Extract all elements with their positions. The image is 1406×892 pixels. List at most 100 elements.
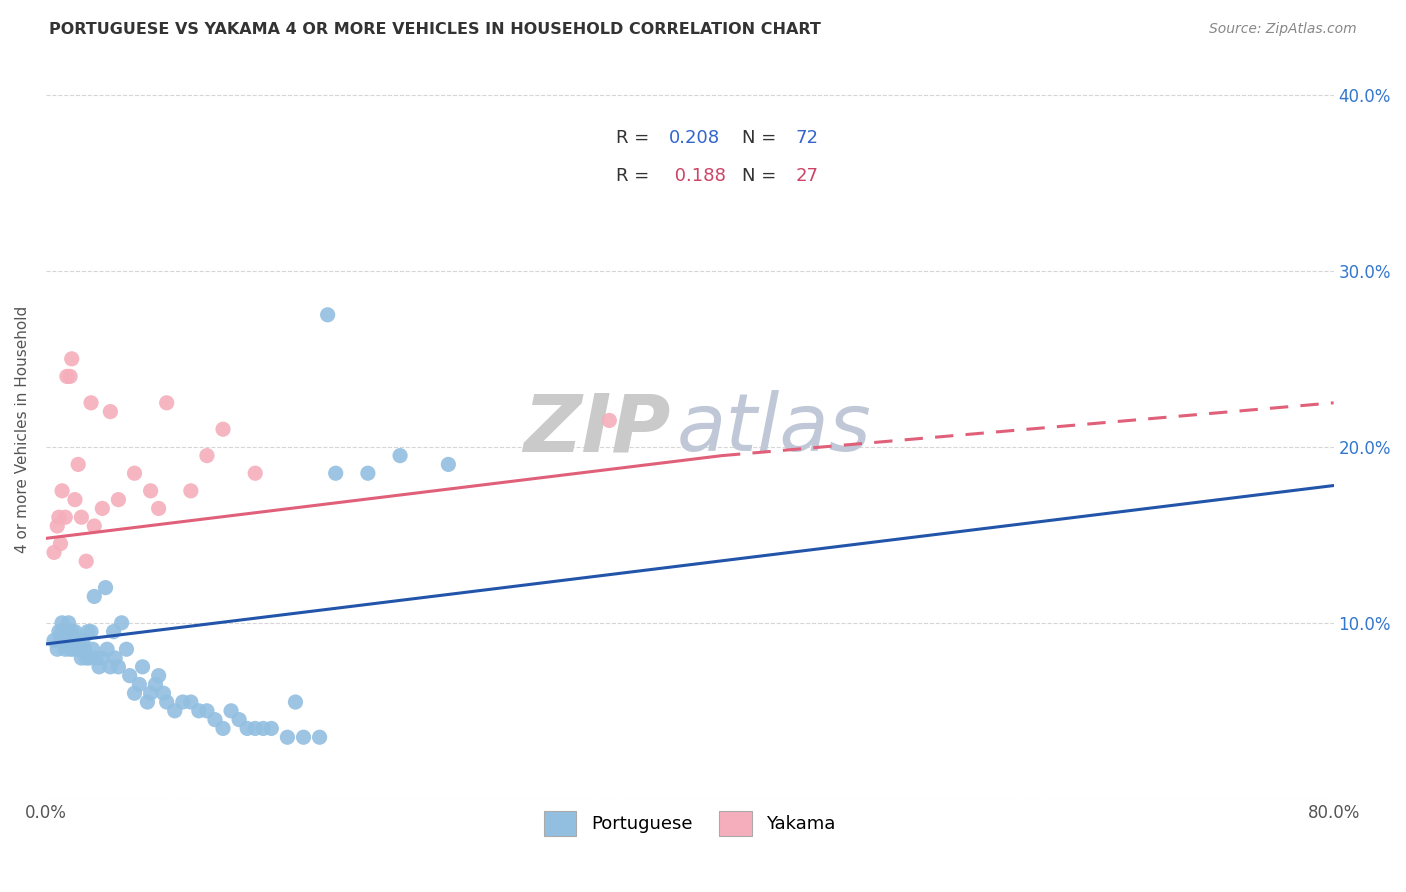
Point xyxy=(103,624,125,639)
Y-axis label: 4 or more Vehicles in Household: 4 or more Vehicles in Household xyxy=(15,306,30,553)
Point xyxy=(111,615,134,630)
Point xyxy=(83,519,105,533)
Text: 27: 27 xyxy=(796,167,818,185)
Point xyxy=(51,624,73,639)
Point xyxy=(80,396,103,410)
Point xyxy=(70,651,93,665)
Point xyxy=(325,467,347,481)
Point xyxy=(598,413,620,427)
Point xyxy=(156,695,179,709)
Point xyxy=(59,642,82,657)
Point xyxy=(56,624,79,639)
Point xyxy=(118,668,141,682)
Point xyxy=(91,651,114,665)
Point xyxy=(65,633,87,648)
Point xyxy=(276,730,298,744)
Point xyxy=(245,722,267,736)
Point xyxy=(152,686,174,700)
Point xyxy=(76,624,98,639)
Point xyxy=(96,642,118,657)
Text: PORTUGUESE VS YAKAMA 4 OR MORE VEHICLES IN HOUSEHOLD CORRELATION CHART: PORTUGUESE VS YAKAMA 4 OR MORE VEHICLES … xyxy=(49,22,821,37)
Point xyxy=(357,467,380,481)
Point xyxy=(292,730,315,744)
Point xyxy=(67,642,90,657)
Point xyxy=(84,651,107,665)
Point xyxy=(79,651,101,665)
Point xyxy=(139,483,162,498)
Point xyxy=(163,704,186,718)
Point xyxy=(63,624,86,639)
Point xyxy=(80,624,103,639)
Point xyxy=(389,449,412,463)
Point xyxy=(104,651,127,665)
Point xyxy=(60,624,83,639)
Point xyxy=(53,510,76,524)
Point xyxy=(48,624,70,639)
Point xyxy=(58,615,80,630)
Point xyxy=(180,695,202,709)
Point xyxy=(98,660,121,674)
Point xyxy=(46,519,69,533)
Text: atlas: atlas xyxy=(676,390,872,468)
Point xyxy=(260,722,283,736)
Point xyxy=(70,510,93,524)
Point xyxy=(91,501,114,516)
Text: N =: N = xyxy=(742,167,776,185)
Point xyxy=(195,704,218,718)
Point xyxy=(245,467,267,481)
Text: ZIP: ZIP xyxy=(523,390,671,468)
Point xyxy=(139,686,162,700)
Point xyxy=(228,713,250,727)
Point xyxy=(75,651,97,665)
Point xyxy=(67,633,90,648)
Point xyxy=(69,642,91,657)
Point xyxy=(60,351,83,366)
Point xyxy=(212,422,235,436)
Point xyxy=(148,501,170,516)
Point xyxy=(67,458,90,472)
Point xyxy=(124,686,146,700)
Point xyxy=(252,722,274,736)
Point xyxy=(437,458,460,472)
Point xyxy=(107,660,129,674)
Point xyxy=(42,633,65,648)
Point xyxy=(42,545,65,559)
Point xyxy=(59,369,82,384)
Point xyxy=(172,695,194,709)
Point xyxy=(204,713,226,727)
Point xyxy=(212,722,235,736)
Point xyxy=(53,642,76,657)
Point xyxy=(51,615,73,630)
Point xyxy=(128,677,150,691)
Point xyxy=(83,590,105,604)
Point xyxy=(195,449,218,463)
Point xyxy=(180,483,202,498)
Point xyxy=(49,536,72,550)
Point xyxy=(316,308,339,322)
Text: R =: R = xyxy=(616,129,650,147)
Point xyxy=(124,467,146,481)
Point xyxy=(187,704,209,718)
Point xyxy=(58,633,80,648)
Text: 72: 72 xyxy=(796,129,818,147)
Point xyxy=(48,510,70,524)
Point xyxy=(87,660,110,674)
Text: 0.208: 0.208 xyxy=(669,129,720,147)
Point xyxy=(46,642,69,657)
Point xyxy=(72,633,94,648)
Point xyxy=(62,642,84,657)
Point xyxy=(98,404,121,418)
Point xyxy=(219,704,242,718)
Point xyxy=(52,633,75,648)
Text: N =: N = xyxy=(742,129,776,147)
Point xyxy=(75,554,97,568)
Point xyxy=(56,369,79,384)
Point xyxy=(63,492,86,507)
Point xyxy=(236,722,259,736)
Text: R =: R = xyxy=(616,167,650,185)
Point xyxy=(156,396,179,410)
Text: Source: ZipAtlas.com: Source: ZipAtlas.com xyxy=(1209,22,1357,37)
Text: 0.188: 0.188 xyxy=(669,167,725,185)
Point xyxy=(148,668,170,682)
Point xyxy=(308,730,330,744)
